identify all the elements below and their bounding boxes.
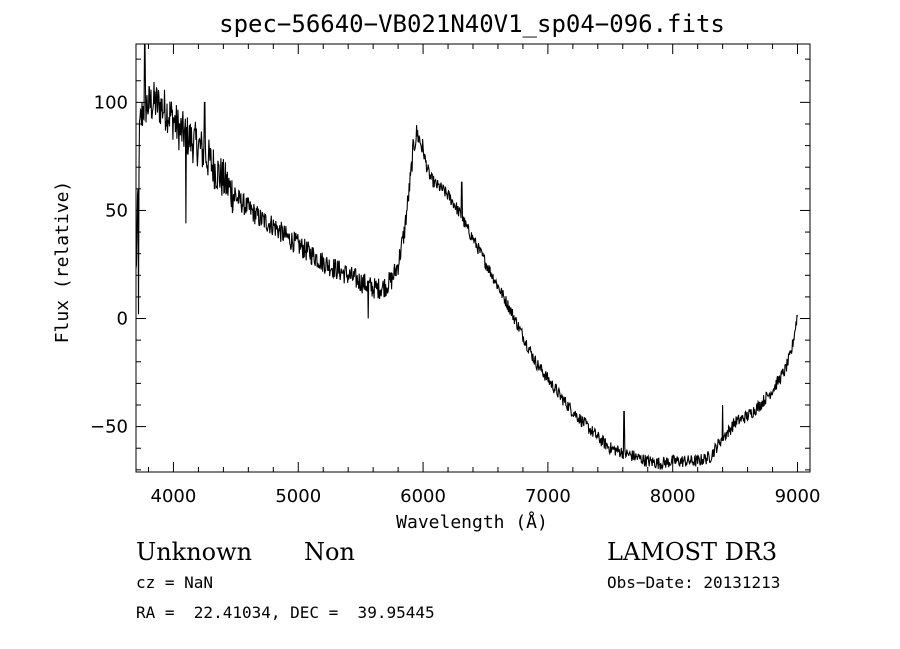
x-tick-label: 8000	[650, 486, 696, 507]
object-class: Unknown	[136, 538, 253, 566]
y-tick-label: 100	[94, 92, 128, 113]
y-tick-label: 0	[117, 309, 128, 330]
survey-name: LAMOST DR3	[607, 538, 778, 566]
y-tick-label: −50	[90, 417, 128, 438]
cz-value: cz = NaN	[136, 573, 214, 592]
object-subclass: Non	[304, 538, 355, 566]
x-axis-label: Wavelength (Å)	[396, 511, 548, 533]
spectrum-line	[135, 43, 799, 471]
y-axis-label: Flux (relative)	[52, 181, 73, 344]
x-tick-label: 7000	[525, 486, 571, 507]
y-tick-label: 50	[105, 200, 128, 221]
coordinates: RA = 22.41034, DEC = 39.95445	[136, 603, 435, 622]
x-axis: 4000 5000 6000 7000 8000 9000	[147, 44, 821, 507]
plot-frame	[135, 43, 811, 473]
x-tick-label: 9000	[775, 486, 821, 507]
chart-title: spec−56640−VB021N40V1_sp04−096.fits	[219, 10, 725, 38]
x-tick-label: 6000	[400, 486, 446, 507]
y-axis: 100 50 0 −50	[90, 58, 810, 471]
obs-date: Obs−Date: 20131213	[607, 573, 781, 592]
x-tick-label: 5000	[275, 486, 321, 507]
x-tick-label: 4000	[151, 486, 197, 507]
